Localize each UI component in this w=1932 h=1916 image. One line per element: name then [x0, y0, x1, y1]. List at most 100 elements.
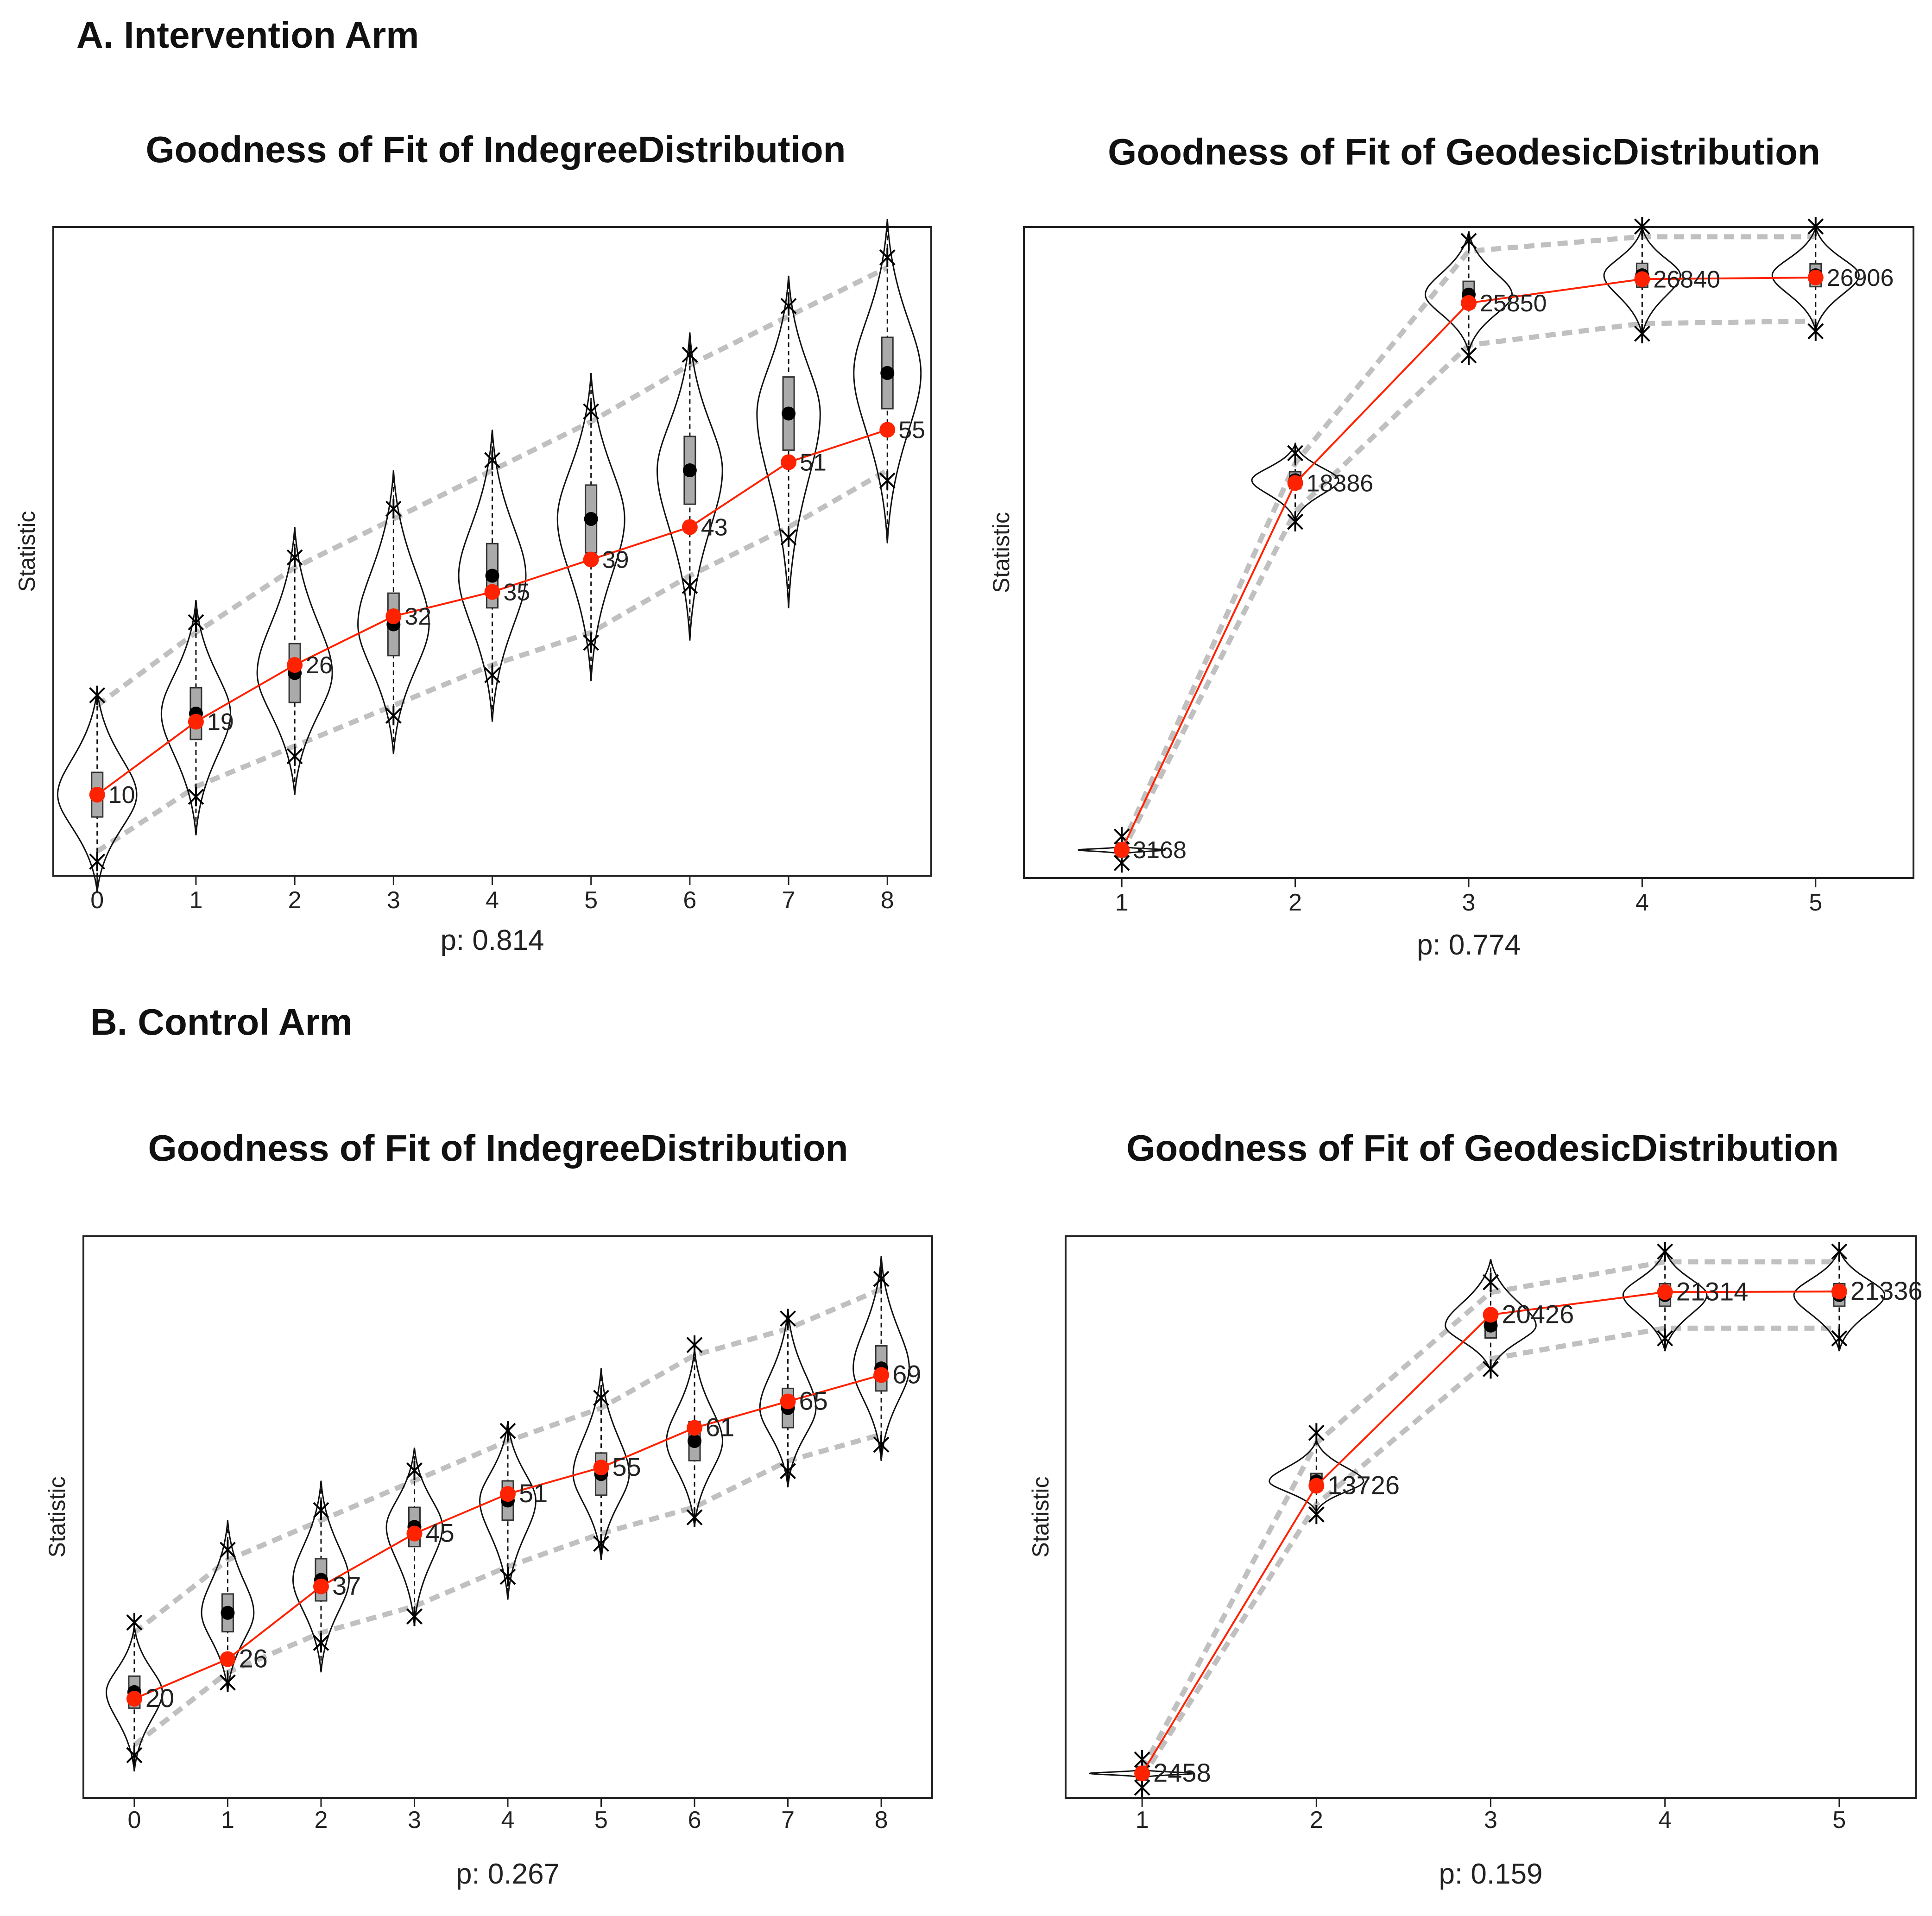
- x-tick-label: 3: [1462, 889, 1476, 916]
- outlier-star: [593, 1534, 609, 1554]
- outlier-star: [313, 1500, 329, 1520]
- observed-point: [1657, 1284, 1673, 1300]
- observed-point: [287, 657, 303, 673]
- violin-shape: [759, 1309, 817, 1487]
- chart-title: Goodness of Fit of GeodesicDistribution: [1126, 1127, 1839, 1169]
- observed-point: [500, 1486, 516, 1502]
- confidence-band-lower: [1140, 1325, 1839, 1779]
- observed-value-label: 26: [239, 1644, 267, 1673]
- outlier-star: [682, 576, 698, 596]
- outlier-star: [1287, 443, 1304, 463]
- x-tick-label: 2: [1310, 1807, 1323, 1834]
- violin-shape: [852, 1256, 910, 1461]
- outlier-star: [1634, 324, 1650, 343]
- outlier-star: [484, 450, 500, 470]
- outlier-star: [188, 613, 204, 632]
- x-tick-label: 0: [127, 1807, 141, 1834]
- outlier-star: [873, 1269, 890, 1289]
- p-value-label: p: 0.814: [440, 924, 544, 956]
- outlier-star: [499, 1567, 516, 1587]
- violin-shape: [479, 1421, 537, 1600]
- observed-point: [126, 1691, 142, 1707]
- x-tick-label: 3: [1484, 1807, 1497, 1834]
- observed-value-label: 65: [799, 1386, 828, 1415]
- section-title-control-arm: B. Control Arm: [90, 1001, 353, 1043]
- outlier-star: [686, 1507, 703, 1527]
- observed-point: [593, 1460, 609, 1476]
- confidence-band-lower: [1119, 318, 1816, 854]
- observed-point: [583, 551, 599, 568]
- x-tick-label: 4: [486, 887, 499, 914]
- outlier-star: [583, 633, 600, 652]
- simulated-median-point: [584, 512, 598, 526]
- outlier-star: [188, 787, 204, 807]
- confidence-band-upper: [1119, 234, 1816, 848]
- outlier-star: [406, 1461, 423, 1480]
- x-tick-label: 7: [781, 1807, 795, 1834]
- observed-point: [484, 584, 500, 600]
- observed-value-label: 61: [706, 1413, 734, 1442]
- observed-value-label: 20426: [1502, 1299, 1574, 1328]
- observed-point: [1134, 1765, 1150, 1782]
- outlier-star: [1460, 231, 1477, 251]
- observed-point: [1461, 295, 1477, 311]
- outlier-star: [385, 499, 402, 519]
- observed-point: [385, 608, 402, 624]
- observed-value-label: 2458: [1153, 1758, 1211, 1787]
- observed-point: [220, 1651, 236, 1667]
- p-value-label: p: 0.267: [456, 1858, 560, 1890]
- x-tick-label: 6: [683, 887, 696, 914]
- outlier-star: [286, 746, 303, 766]
- outlier-star: [1657, 1242, 1673, 1261]
- y-axis-label: Statistic: [988, 512, 1014, 593]
- x-tick-label: 1: [189, 887, 202, 914]
- x-tick-label: 5: [584, 887, 598, 914]
- outlier-star: [220, 1540, 236, 1560]
- outlier-star: [1308, 1423, 1325, 1443]
- simulated-median-point: [485, 569, 499, 583]
- y-axis-label: Statistic: [44, 1476, 70, 1557]
- simulated-median-point: [1484, 1318, 1498, 1333]
- violin-shape: [853, 219, 922, 544]
- observed-value-label: 26: [306, 652, 333, 679]
- outlier-star: [1634, 217, 1650, 236]
- violin-shape: [458, 430, 527, 722]
- observed-point: [873, 1367, 890, 1383]
- outlier-star: [1807, 322, 1824, 341]
- observed-point: [1308, 1478, 1325, 1494]
- observed-point: [1807, 269, 1824, 285]
- x-tick-label: 8: [875, 1807, 888, 1834]
- x-tick-label: 7: [782, 887, 796, 914]
- x-tick-label: 1: [221, 1807, 234, 1834]
- outlier-star: [1287, 512, 1304, 531]
- chart-title: Goodness of Fit of IndegreeDistribution: [148, 1127, 848, 1169]
- observed-value-label: 10: [108, 782, 135, 809]
- violin-shape: [1622, 1249, 1708, 1352]
- x-tick-label: 5: [594, 1807, 608, 1834]
- observed-value-label: 21336: [1850, 1276, 1923, 1305]
- observed-point: [687, 1420, 703, 1436]
- y-axis-label: Statistic: [1028, 1476, 1054, 1557]
- simulated-median-point: [880, 366, 895, 380]
- outlier-star: [583, 402, 600, 421]
- observed-value-label: 18386: [1307, 470, 1374, 497]
- simulated-median-point: [682, 463, 697, 477]
- outlier-star: [1657, 1328, 1673, 1348]
- violin-shape: [1793, 1246, 1886, 1352]
- observed-point: [781, 454, 797, 470]
- observed-value-label: 26906: [1827, 265, 1894, 291]
- observed-point: [682, 519, 698, 535]
- outlier-star: [286, 548, 303, 567]
- violin-shape: [572, 1368, 630, 1560]
- chart-title: Goodness of Fit of GeodesicDistribution: [1108, 131, 1820, 172]
- observed-value-label: 55: [898, 417, 925, 444]
- outlier-star: [406, 1606, 423, 1626]
- outlier-star: [220, 1673, 236, 1692]
- outlier-star: [780, 296, 797, 316]
- outlier-star: [780, 527, 797, 547]
- observed-value-label: 21314: [1676, 1277, 1749, 1306]
- violin-shape: [756, 275, 821, 608]
- outlier-star: [1483, 1359, 1499, 1379]
- outlier-star: [1483, 1272, 1499, 1292]
